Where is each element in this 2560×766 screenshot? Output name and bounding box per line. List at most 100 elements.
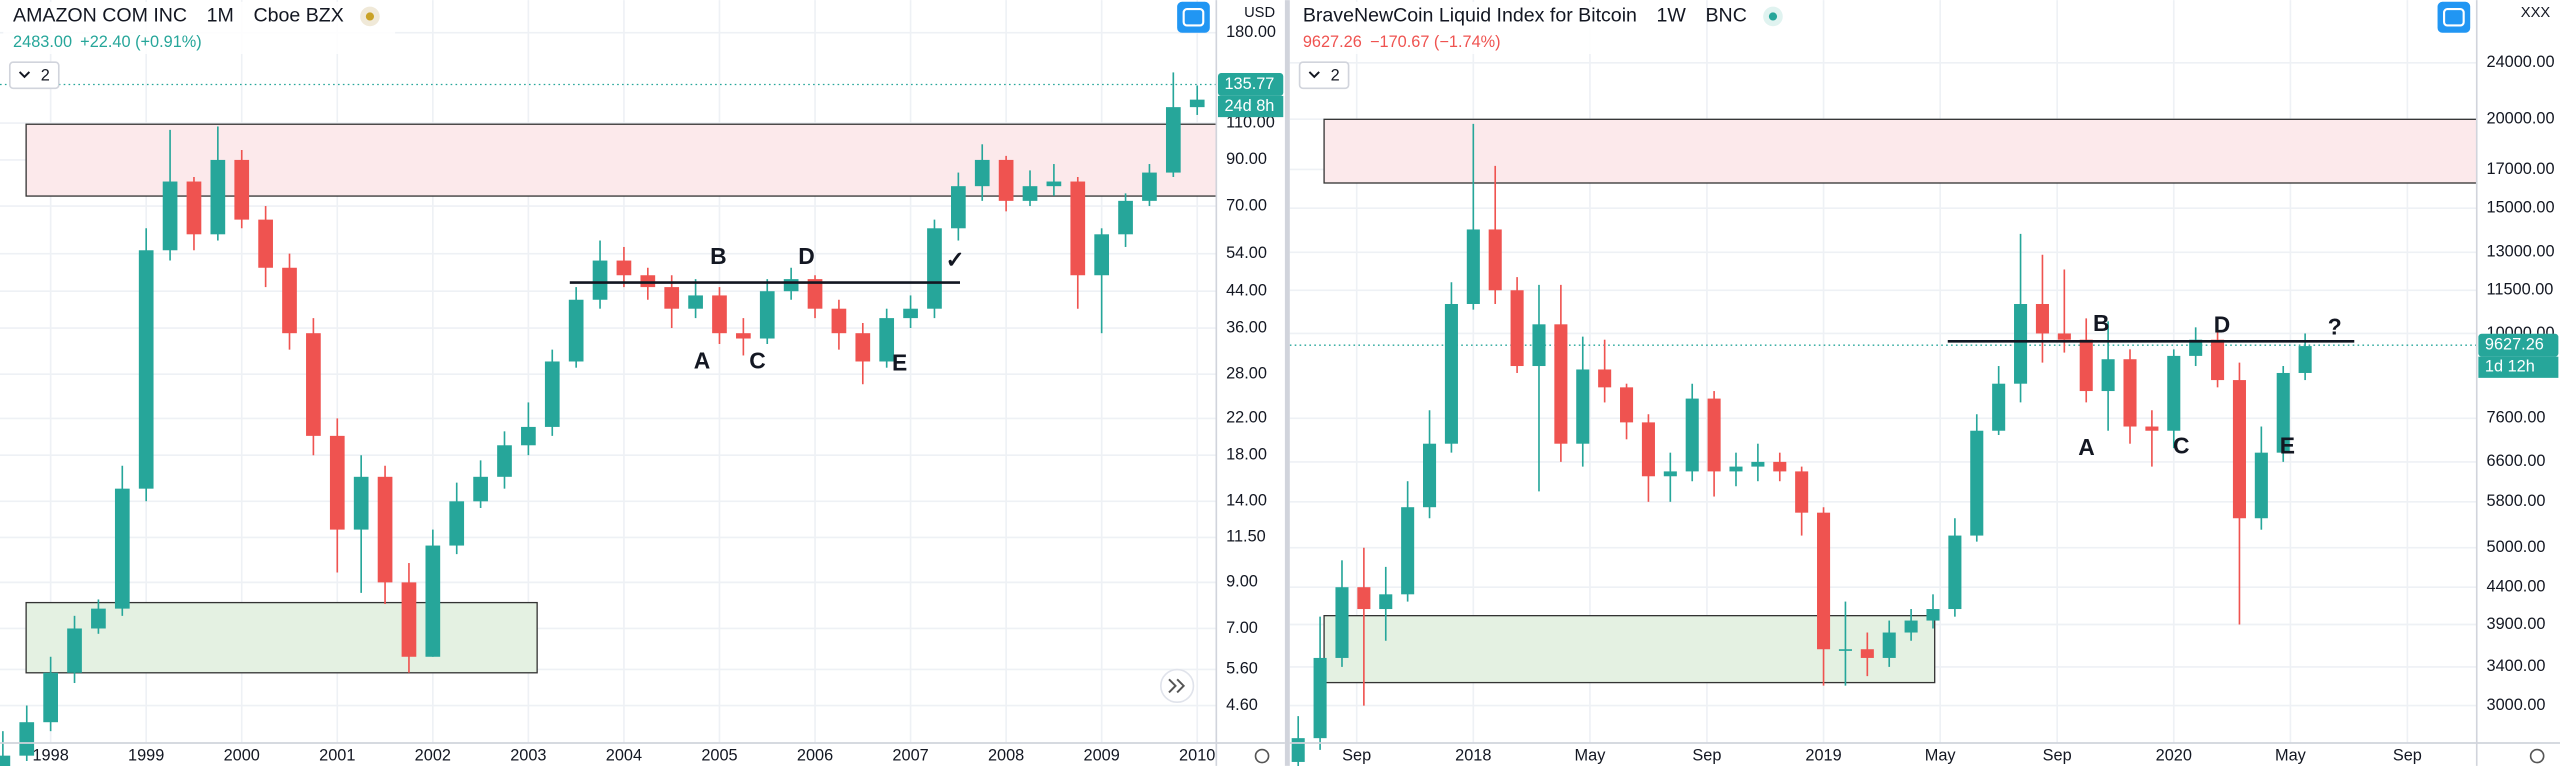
annotation: D xyxy=(798,243,815,269)
y-tick-label: 44.00 xyxy=(1226,282,1267,300)
candle-body xyxy=(927,228,942,309)
x-tick-label: May xyxy=(1575,746,1607,764)
last-price-tag xyxy=(1217,73,1284,96)
x-tick-label: 2006 xyxy=(797,746,833,764)
x-tick-label: Sep xyxy=(1692,746,1721,764)
price-change: −170.67 (−1.74%) xyxy=(1370,33,1501,51)
candle-body xyxy=(19,722,35,756)
candle-body xyxy=(2298,346,2312,373)
x-tick-label: 2001 xyxy=(319,746,355,764)
candle-body xyxy=(1620,387,1634,423)
candle-body xyxy=(1554,324,1568,444)
y-tick-label: 36.00 xyxy=(1226,318,1267,336)
x-tick-label: 2002 xyxy=(415,746,451,764)
candle-body xyxy=(2276,372,2290,453)
x-tick-label: 2018 xyxy=(1455,746,1491,764)
price: 2483.00 xyxy=(13,33,72,51)
settings-button[interactable] xyxy=(2529,748,2545,764)
y-tick-label: 70.00 xyxy=(1226,196,1267,214)
y-tick-label: 11.50 xyxy=(1226,528,1266,546)
candle-body xyxy=(1313,657,1327,739)
candle-body xyxy=(282,267,297,334)
candle-body xyxy=(568,299,584,362)
candle-body xyxy=(1118,200,1133,235)
annotation: D xyxy=(2214,312,2230,338)
currency: USD xyxy=(1244,5,1275,21)
candle-body xyxy=(401,582,417,657)
candle-body xyxy=(903,308,918,319)
chevron xyxy=(18,71,31,79)
indicator-count: 2 xyxy=(1331,66,1340,84)
last-price-tag xyxy=(2478,333,2559,357)
x-tick-label: 2003 xyxy=(510,746,546,764)
fullscreen-icon xyxy=(1182,8,1205,27)
candle-body xyxy=(2079,339,2093,392)
annotation: E xyxy=(892,349,907,375)
x-tick-label: Sep xyxy=(1342,746,1371,764)
y-tick-label: 110.00 xyxy=(1226,113,1275,131)
candle-body xyxy=(1423,443,1437,508)
candle-body xyxy=(1488,229,1502,291)
chevron xyxy=(1308,71,1320,79)
x-tick-label: 1999 xyxy=(128,746,164,764)
candle-body xyxy=(2211,339,2225,381)
annotation: C xyxy=(2173,433,2189,459)
y-tick-label: 18.00 xyxy=(1226,446,1267,464)
candle-body xyxy=(1401,507,1415,595)
y-tick-label: 4400.00 xyxy=(2487,578,2546,596)
y-tick-label: 3900.00 xyxy=(2487,615,2546,633)
x-tick-label: May xyxy=(2275,746,2307,764)
indicator-toggle[interactable] xyxy=(1298,61,1350,90)
candle-body xyxy=(353,476,369,530)
candle-body xyxy=(521,426,536,446)
y-tick-label: 3000.00 xyxy=(2487,696,2546,714)
x-tick-label: 2004 xyxy=(606,746,642,764)
y-tick-label: 3400.00 xyxy=(2487,657,2546,675)
candle-body xyxy=(1532,324,1546,367)
annotation: A xyxy=(2078,434,2094,460)
candle-body xyxy=(2123,359,2137,427)
x-tick-label: May xyxy=(1925,746,1957,764)
y-tick-label: 180.00 xyxy=(1226,23,1276,41)
y-tick-label: 7600.00 xyxy=(2487,409,2546,427)
candle-body xyxy=(1189,99,1205,108)
x-tick-label: 2020 xyxy=(2156,746,2192,764)
candle-body xyxy=(998,159,1014,201)
candle-body xyxy=(91,608,106,629)
candle-body xyxy=(2014,304,2028,384)
candle-body xyxy=(377,476,393,583)
candle-body xyxy=(1817,512,1831,650)
candle-body xyxy=(2232,380,2246,519)
candle-body xyxy=(449,501,465,546)
annotation: A xyxy=(694,348,711,374)
candle-body xyxy=(664,287,680,309)
candle-body xyxy=(1379,594,1393,610)
candle-body xyxy=(1444,304,1458,444)
fullscreen-button[interactable] xyxy=(2437,1,2471,33)
y-tick-label: 11500.00 xyxy=(2487,281,2554,299)
candle-body xyxy=(2101,359,2115,392)
header-bg xyxy=(3,1,396,55)
y-tick-label: 24000.00 xyxy=(2487,53,2555,71)
candle-body xyxy=(807,279,823,309)
fullscreen-button[interactable] xyxy=(1177,1,1210,33)
candle-body xyxy=(544,361,560,427)
symbol-title: AMAZON COM INC xyxy=(13,5,187,27)
indicator-toggle[interactable] xyxy=(8,61,60,90)
candle-body xyxy=(1882,632,1896,658)
candle-body xyxy=(2145,426,2159,431)
candle-body xyxy=(2189,339,2203,356)
candle-body xyxy=(616,260,632,276)
x-tick-label: 2005 xyxy=(701,746,737,764)
settings-button[interactable] xyxy=(1254,748,1270,764)
scroll-button[interactable] xyxy=(1160,668,1195,703)
interval: 1M xyxy=(207,5,234,27)
pane-divider xyxy=(1284,0,1290,766)
countdown-tag xyxy=(1217,95,1284,118)
x-tick-label: 2019 xyxy=(1805,746,1841,764)
candle-body xyxy=(210,159,226,235)
zone-box xyxy=(1323,615,1936,684)
y-tick-label: 20000.00 xyxy=(2487,110,2555,128)
status-dot-core xyxy=(1768,12,1778,21)
